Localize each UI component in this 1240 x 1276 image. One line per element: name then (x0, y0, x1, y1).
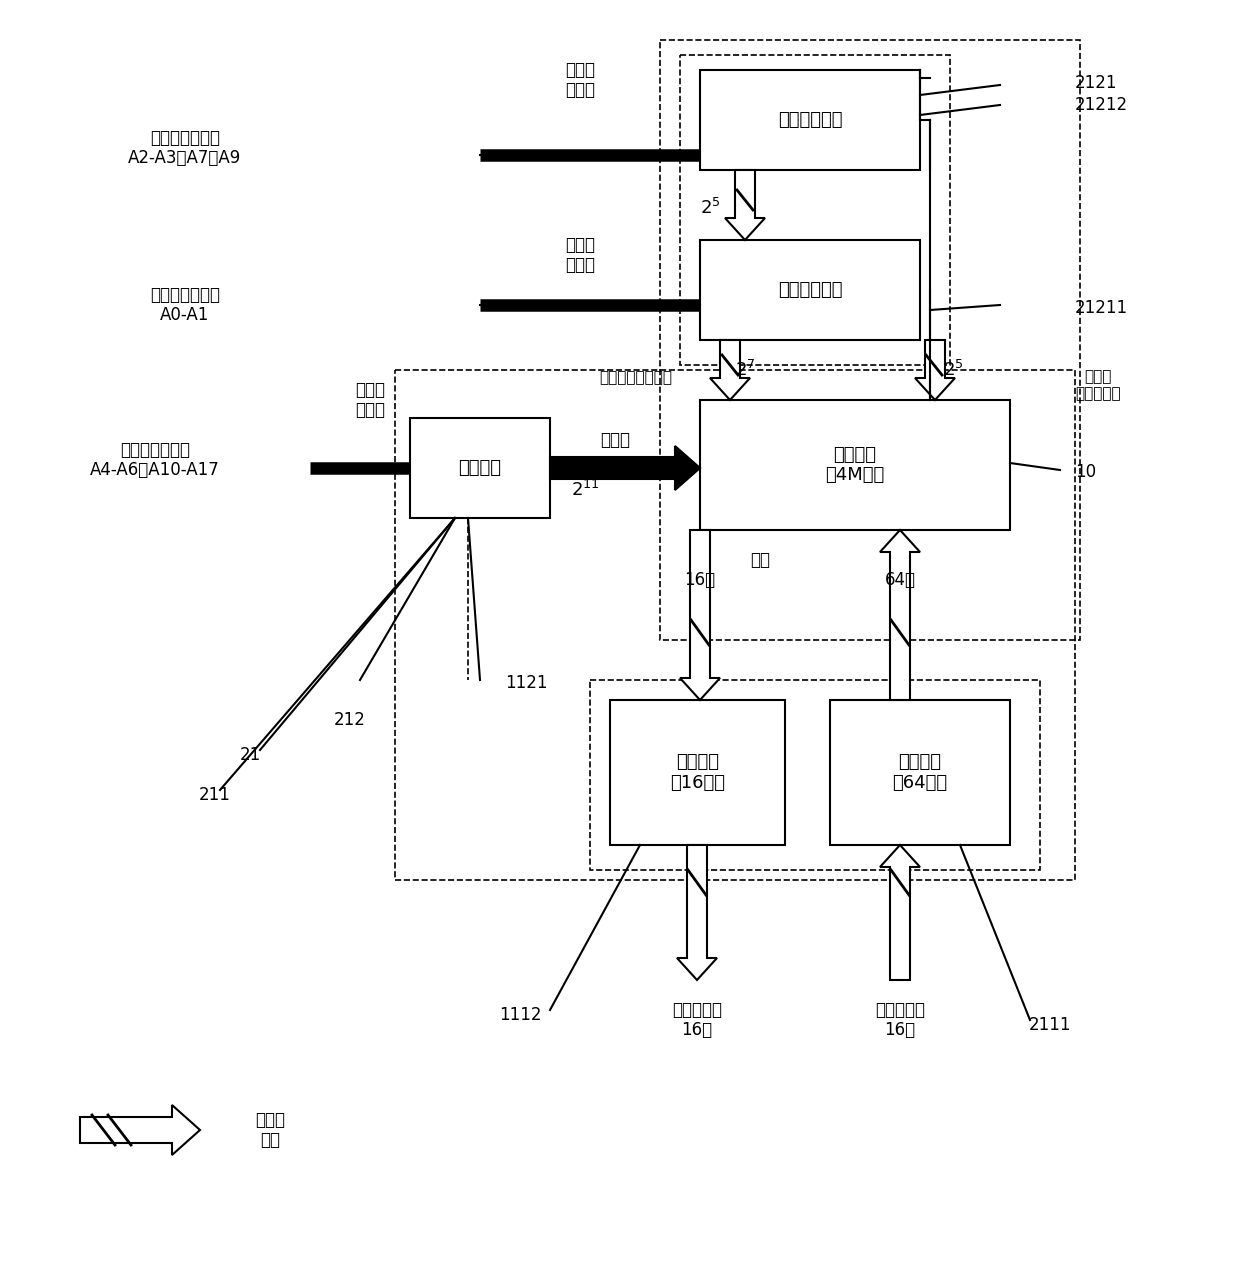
Text: 读出电路
（16位）: 读出电路 （16位） (670, 753, 725, 792)
Text: 212: 212 (334, 711, 366, 729)
Bar (660, 40, 1080, 641)
Polygon shape (81, 1105, 200, 1155)
Text: 行解码器: 行解码器 (459, 459, 501, 477)
Text: 第一组
地址线: 第一组 地址线 (355, 380, 384, 420)
Bar (680, 55, 950, 365)
Text: 字节线: 字节线 (600, 431, 630, 449)
Bar (396, 370, 1075, 880)
Polygon shape (725, 170, 765, 240)
Text: 21211: 21211 (1075, 299, 1128, 316)
Polygon shape (711, 339, 750, 399)
Text: $2^{11}$: $2^{11}$ (570, 480, 599, 500)
Text: 第二组
地址线: 第二组 地址线 (565, 236, 595, 274)
Text: $2^5$: $2^5$ (942, 360, 963, 380)
Polygon shape (915, 339, 955, 399)
Bar (830, 701, 1011, 845)
Text: 21: 21 (239, 746, 260, 764)
Bar (701, 70, 920, 170)
Text: 1112: 1112 (498, 1005, 541, 1025)
Text: 单元陈列
（4M位）: 单元陈列 （4M位） (826, 445, 884, 485)
Bar (701, 399, 1011, 530)
Text: 第二列解码器: 第二列解码器 (777, 111, 842, 129)
Bar (410, 419, 551, 518)
Text: 21212: 21212 (1075, 96, 1128, 114)
Polygon shape (680, 530, 720, 701)
Bar (590, 680, 1040, 870)
Text: 16位: 16位 (684, 570, 715, 590)
Text: 211: 211 (200, 786, 231, 804)
Bar (701, 240, 920, 339)
Text: 第二组地址资料
A0-A1: 第二组地址资料 A0-A1 (150, 286, 219, 324)
Polygon shape (677, 845, 717, 980)
Text: 第一组地址资料
A4-A6，A10-A17: 第一组地址资料 A4-A6，A10-A17 (91, 440, 219, 480)
Text: 写入电路
（64位）: 写入电路 （64位） (893, 753, 947, 792)
Text: 介面汇
流排: 介面汇 流排 (255, 1110, 285, 1150)
Text: 10: 10 (1075, 463, 1096, 481)
Text: 64位: 64位 (884, 570, 915, 590)
Bar (610, 701, 785, 845)
Text: 第三组
地址线: 第三组 地址线 (565, 60, 595, 100)
Text: $2^7$: $2^7$ (735, 360, 755, 380)
Text: 第一列解码器: 第一列解码器 (777, 281, 842, 299)
Text: 数据输出端
16位: 数据输出端 16位 (672, 1000, 722, 1040)
Text: 1121: 1121 (505, 674, 548, 692)
Text: 2111: 2111 (1029, 1016, 1071, 1034)
Text: 第三组地址资料
A2-A3，A7－A9: 第三组地址资料 A2-A3，A7－A9 (129, 129, 242, 167)
Text: $2^5$: $2^5$ (699, 198, 720, 218)
Polygon shape (880, 845, 920, 980)
Text: 数据输入端
16位: 数据输入端 16位 (875, 1000, 925, 1040)
Text: （用于
写入电路）: （用于 写入电路） (1075, 369, 1121, 401)
Text: 2121: 2121 (1075, 74, 1117, 92)
Polygon shape (551, 447, 701, 490)
Text: 位线: 位线 (750, 551, 770, 569)
Polygon shape (880, 530, 920, 701)
Text: （用于读出电路）: （用于读出电路） (599, 370, 672, 385)
